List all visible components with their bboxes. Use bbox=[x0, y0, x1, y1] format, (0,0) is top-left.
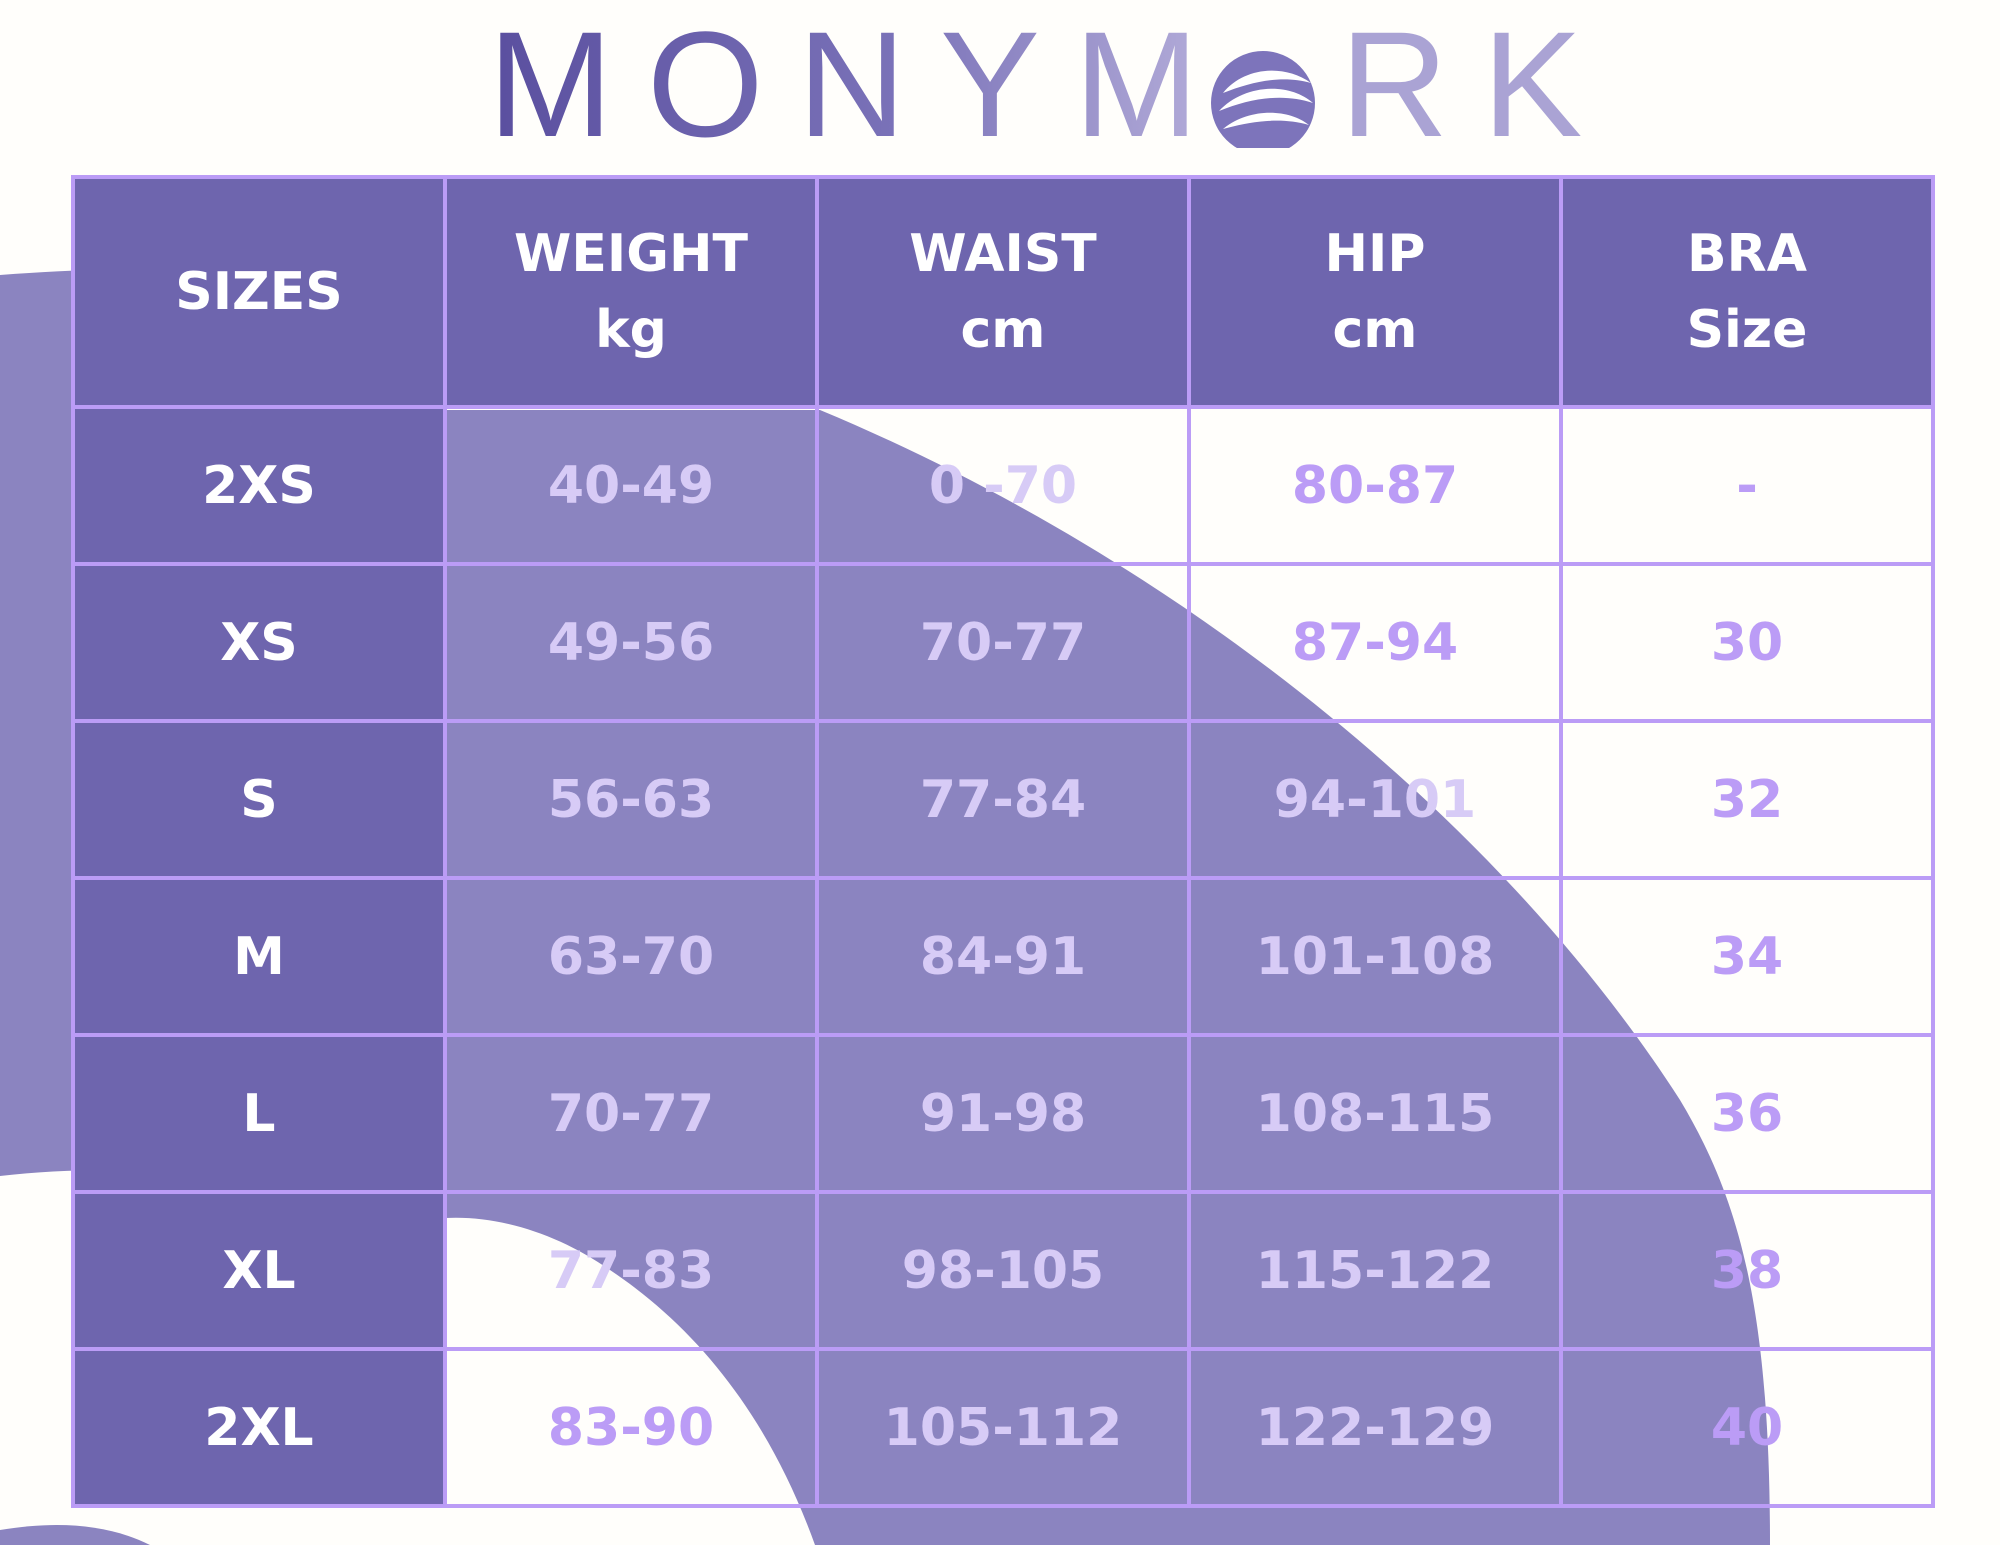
weight-cell: 83-90 bbox=[443, 1347, 819, 1508]
hip-cell: 122-129 bbox=[1187, 1347, 1563, 1508]
brand-name-right: RK bbox=[1340, 18, 1616, 148]
table-row: M 63-70 84-91 101-108 34 bbox=[71, 876, 1935, 1037]
size-cell: L bbox=[71, 1033, 447, 1194]
waist-cell: 91-98 bbox=[815, 1033, 1191, 1194]
header-sizes: SIZES bbox=[71, 175, 447, 409]
weight-cell: 49-56 bbox=[443, 562, 819, 723]
weight-cell: 56-63 bbox=[443, 719, 819, 880]
table-row: XL 77-83 98-105 115-122 38 bbox=[71, 1190, 1935, 1351]
header-bra: BRA Size bbox=[1559, 175, 1935, 409]
bra-cell: 40 bbox=[1559, 1347, 1935, 1508]
table-row: 2XL 83-90 105-112 122-129 40 bbox=[71, 1347, 1935, 1508]
weight-cell: 63-70 bbox=[443, 876, 819, 1037]
table-row: L 70-77 91-98 108-115 36 bbox=[71, 1033, 1935, 1194]
bottom-left-curve-shape bbox=[0, 1525, 150, 1545]
bra-cell: - bbox=[1559, 405, 1935, 566]
waist-cell: 0 -70 bbox=[815, 405, 1191, 566]
hip-cell: 87-94 bbox=[1187, 562, 1563, 723]
table-row: 2XS 40-49 0 -70 80-87 - bbox=[71, 405, 1935, 566]
bra-cell: 36 bbox=[1559, 1033, 1935, 1194]
table-row: XS 49-56 70-77 87-94 30 bbox=[71, 562, 1935, 723]
table-row: S 56-63 77-84 94-101 32 bbox=[71, 719, 1935, 880]
size-cell: 2XL bbox=[71, 1347, 447, 1508]
weight-cell: 40-49 bbox=[443, 405, 819, 566]
waist-cell: 77-84 bbox=[815, 719, 1191, 880]
size-cell: XL bbox=[71, 1190, 447, 1351]
bra-cell: 32 bbox=[1559, 719, 1935, 880]
table-header-row: SIZES WEIGHT kg WAIST cm HIP cm BRA Size bbox=[71, 175, 1935, 409]
size-cell: 2XS bbox=[71, 405, 447, 566]
size-cell: XS bbox=[71, 562, 447, 723]
size-chart-table: SIZES WEIGHT kg WAIST cm HIP cm BRA Size… bbox=[71, 175, 1935, 1508]
weight-cell: 77-83 bbox=[443, 1190, 819, 1351]
swirl-o-logo-icon bbox=[1211, 51, 1315, 155]
brand-name-left: MONYM bbox=[488, 18, 1233, 148]
size-cell: S bbox=[71, 719, 447, 880]
size-cell: M bbox=[71, 876, 447, 1037]
header-hip: HIP cm bbox=[1187, 175, 1563, 409]
header-waist: WAIST cm bbox=[815, 175, 1191, 409]
bra-cell: 38 bbox=[1559, 1190, 1935, 1351]
hip-cell: 94-101 bbox=[1187, 719, 1563, 880]
waist-cell: 105-112 bbox=[815, 1347, 1191, 1508]
waist-cell: 84-91 bbox=[815, 876, 1191, 1037]
hip-cell: 101-108 bbox=[1187, 876, 1563, 1037]
brand-logo: MONYM RK bbox=[0, 0, 2000, 168]
waist-cell: 98-105 bbox=[815, 1190, 1191, 1351]
bra-cell: 30 bbox=[1559, 562, 1935, 723]
header-weight: WEIGHT kg bbox=[443, 175, 819, 409]
hip-cell: 80-87 bbox=[1187, 405, 1563, 566]
hip-cell: 115-122 bbox=[1187, 1190, 1563, 1351]
weight-cell: 70-77 bbox=[443, 1033, 819, 1194]
bra-cell: 34 bbox=[1559, 876, 1935, 1037]
waist-cell: 70-77 bbox=[815, 562, 1191, 723]
hip-cell: 108-115 bbox=[1187, 1033, 1563, 1194]
